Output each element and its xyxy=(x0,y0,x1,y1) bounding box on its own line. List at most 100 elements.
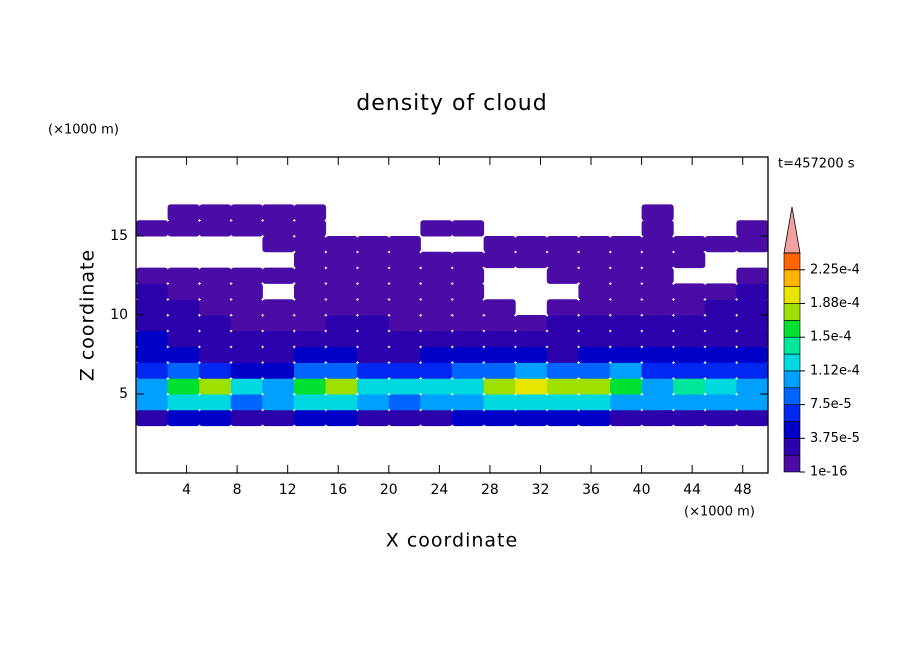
contour-cell xyxy=(230,394,263,411)
contour-cell xyxy=(452,251,485,269)
contour-cell xyxy=(515,236,548,253)
contour-cell xyxy=(325,409,358,427)
contour-cell xyxy=(546,394,579,411)
contour-cell xyxy=(515,394,548,411)
x-tick-label: 36 xyxy=(582,482,600,498)
contour-cell xyxy=(641,283,674,300)
contour-cell xyxy=(357,236,390,253)
contour-cell xyxy=(673,378,706,395)
contour-cell xyxy=(483,346,516,363)
contour-cell xyxy=(294,204,327,221)
contour-cell xyxy=(325,378,358,395)
contour-cell xyxy=(136,346,169,363)
contour-cell xyxy=(294,251,327,269)
x-tick-label: 24 xyxy=(430,482,448,498)
colorbar-box xyxy=(783,421,801,439)
contour-cell xyxy=(262,236,295,253)
contour-cell xyxy=(230,220,263,237)
contour-cell xyxy=(262,346,295,363)
contour-field xyxy=(136,204,769,427)
contour-cell xyxy=(325,394,358,411)
contour-cell xyxy=(199,220,232,237)
colorbar-box xyxy=(783,353,801,372)
contour-cell xyxy=(483,394,516,411)
contour-cell xyxy=(452,299,485,316)
contour-cell xyxy=(325,283,358,300)
colorbar-box xyxy=(783,437,801,456)
contour-cell xyxy=(262,378,295,395)
contour-cell xyxy=(294,283,327,300)
contour-cell xyxy=(420,251,453,269)
contour-cell xyxy=(167,346,200,363)
contour-cell xyxy=(736,236,769,253)
contour-cell xyxy=(452,220,485,237)
contour-cell xyxy=(483,315,516,332)
x-tick-label: 8 xyxy=(233,482,242,498)
colorbar: 1e-16 3.75e-5 7.5e-5 1.12e-4 1.5e-4 1.88e-4 2.… xyxy=(783,206,860,480)
contour-cell xyxy=(673,346,706,363)
contour-cell xyxy=(388,330,421,348)
contour-cell xyxy=(230,378,263,395)
contour-cell xyxy=(388,299,421,316)
contour-cell xyxy=(357,267,390,284)
contour-cell xyxy=(641,236,674,253)
contour-cell xyxy=(357,330,390,348)
contour-cell xyxy=(452,394,485,411)
contour-cell xyxy=(736,409,769,427)
contour-cell xyxy=(357,315,390,332)
x-tick-label: 40 xyxy=(633,482,651,498)
contour-cell xyxy=(546,346,579,363)
contour-cell xyxy=(736,346,769,363)
contour-cell xyxy=(546,330,579,348)
y-unit: (×1000 m) xyxy=(48,123,119,138)
x-tick-label: 20 xyxy=(380,482,398,498)
contour-cell xyxy=(610,330,643,348)
contour-cell xyxy=(388,394,421,411)
contour-cell xyxy=(641,394,674,411)
colorbar-box xyxy=(783,252,801,271)
contour-cell xyxy=(294,236,327,253)
x-tick-label: 32 xyxy=(532,482,550,498)
contour-cell xyxy=(578,362,611,379)
contour-cell xyxy=(483,409,516,427)
contour-cell xyxy=(420,283,453,300)
contour-cell xyxy=(294,362,327,379)
contour-cell xyxy=(136,362,169,379)
contour-cell xyxy=(294,346,327,363)
contour-cell xyxy=(610,378,643,395)
contour-cell xyxy=(515,362,548,379)
contour-cell xyxy=(136,409,169,427)
contour-cell xyxy=(483,251,516,269)
contour-cell xyxy=(230,315,263,332)
contour-cell xyxy=(230,283,263,300)
contour-cell xyxy=(230,409,263,427)
contour-cell xyxy=(610,315,643,332)
contour-cell xyxy=(610,346,643,363)
contour-cell xyxy=(610,299,643,316)
contour-cell xyxy=(167,220,200,237)
contour-cell xyxy=(167,409,200,427)
contour-cell xyxy=(357,299,390,316)
contour-cell xyxy=(420,378,453,395)
contour-cell xyxy=(578,378,611,395)
contour-cell xyxy=(736,315,769,332)
x-tick-label: 16 xyxy=(329,482,347,498)
contour-cell xyxy=(704,299,737,316)
contour-cell xyxy=(704,346,737,363)
contour-cell xyxy=(452,330,485,348)
contour-cell xyxy=(578,251,611,269)
contour-cell xyxy=(230,204,263,221)
x-tick-label: 48 xyxy=(734,482,752,498)
contour-cell xyxy=(673,299,706,316)
contour-cell xyxy=(294,220,327,237)
contour-cell xyxy=(262,267,295,284)
contour-cell xyxy=(673,394,706,411)
contour-cell xyxy=(420,299,453,316)
contour-cell xyxy=(325,251,358,269)
x-axis-label: X coordinate xyxy=(386,530,518,552)
contour-cell xyxy=(673,236,706,253)
contour-cell xyxy=(294,330,327,348)
contour-cell xyxy=(262,330,295,348)
contour-cell xyxy=(388,409,421,427)
contour-cell xyxy=(704,394,737,411)
